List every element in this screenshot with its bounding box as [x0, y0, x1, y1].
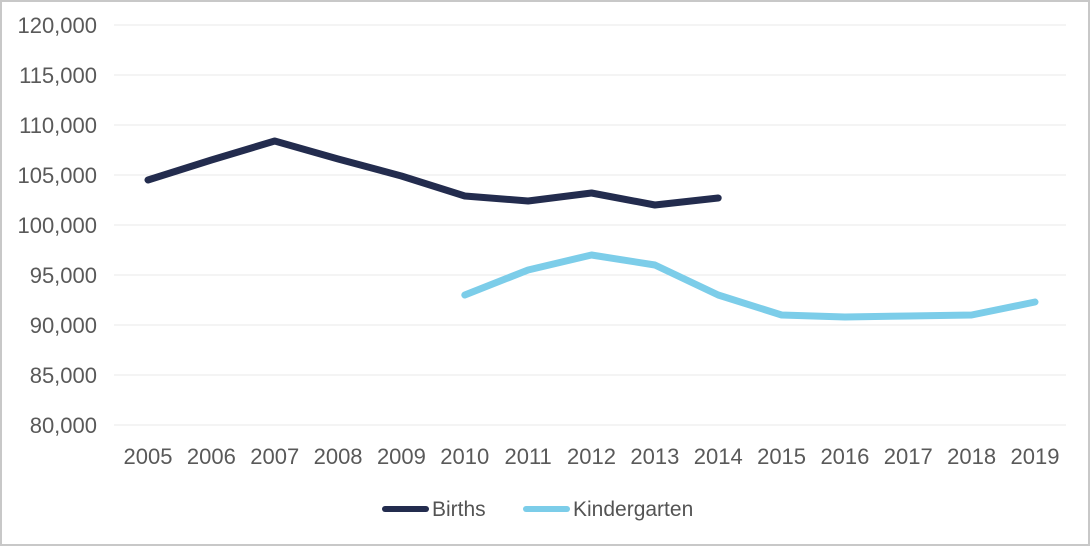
- gridlines: [114, 24, 1066, 426]
- y-axis-labels: 80,000 85,000 90,000 95,000 100,000 105,000 11…: [17, 13, 97, 438]
- legend-label-births: Births: [432, 498, 486, 521]
- x-tick-label: 2013: [630, 444, 679, 469]
- legend: Births Kindergarten: [382, 498, 693, 521]
- x-tick-label: 2012: [567, 444, 616, 469]
- x-tick-label: 2010: [440, 444, 489, 469]
- x-tick-label: 2006: [187, 444, 236, 469]
- x-tick-label: 2011: [504, 444, 551, 469]
- x-tick-label: 2015: [757, 444, 806, 469]
- x-tick-label: 2005: [124, 444, 173, 469]
- y-tick-label: 100,000: [17, 213, 97, 238]
- y-tick-label: 120,000: [17, 13, 97, 38]
- y-tick-label: 90,000: [30, 313, 97, 338]
- x-tick-label: 2017: [884, 444, 933, 469]
- x-tick-label: 2019: [1011, 444, 1060, 469]
- x-tick-label: 2009: [377, 444, 426, 469]
- y-tick-label: 105,000: [17, 163, 97, 188]
- y-tick-label: 95,000: [30, 263, 97, 288]
- y-tick-label: 85,000: [30, 363, 97, 388]
- series-lines: [144, 137, 1039, 321]
- series-line-births: [144, 137, 722, 209]
- x-tick-label: 2008: [314, 444, 363, 469]
- x-axis-labels: 2005 2006 2007 2008 2009 2010 2011 2012 2013 2014…: [124, 444, 1060, 469]
- series-line-kindergarten: [461, 251, 1039, 321]
- x-tick-label: 2014: [694, 444, 743, 469]
- legend-label-kindergarten: Kindergarten: [573, 498, 693, 521]
- y-tick-label: 115,000: [19, 63, 97, 88]
- x-tick-label: 2007: [250, 444, 299, 469]
- y-tick-label: 80,000: [30, 413, 97, 438]
- x-tick-label: 2016: [820, 444, 869, 469]
- y-tick-label: 110,000: [19, 113, 97, 138]
- x-tick-label: 2018: [947, 444, 996, 469]
